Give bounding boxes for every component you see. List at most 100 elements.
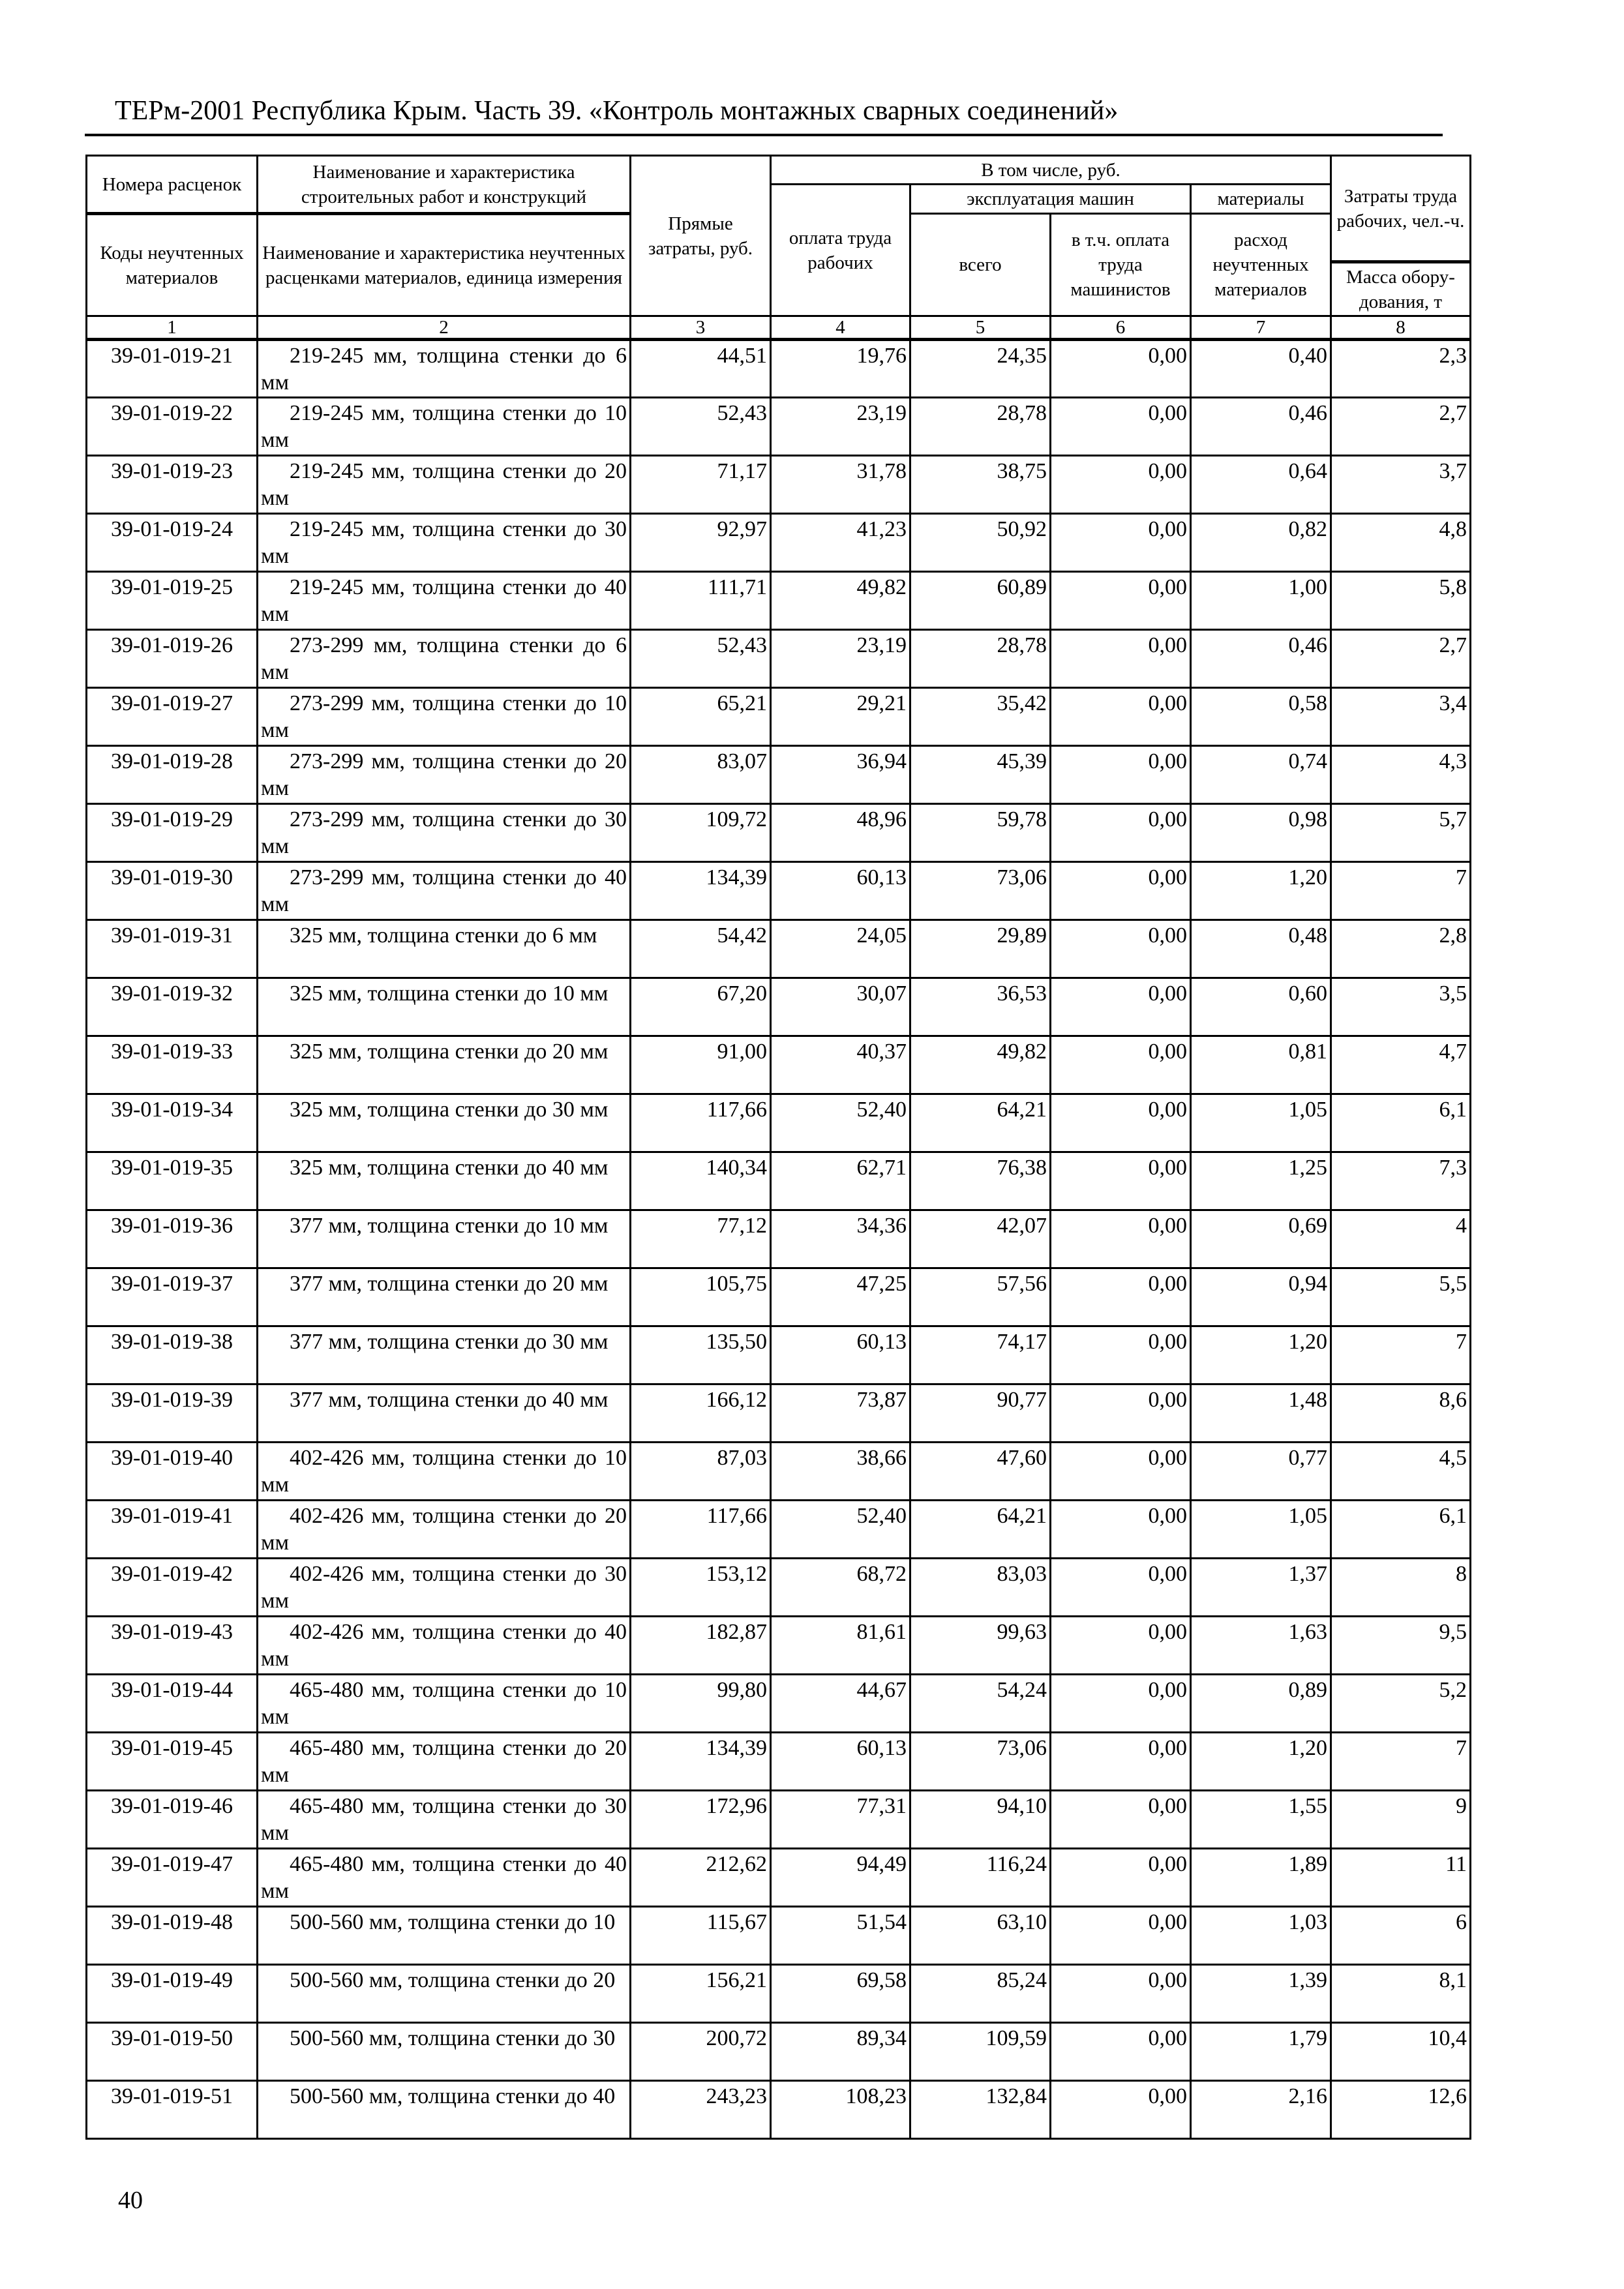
direct-costs-cell: 212,62: [629, 1848, 772, 1908]
header-material-codes: Коды неучтенных материалов: [85, 213, 258, 317]
worker-pay-cell: 69,58: [770, 1964, 911, 2024]
operator-pay-cell: 0,00: [1049, 1906, 1192, 1966]
worker-pay-cell: 41,23: [770, 513, 911, 573]
labor-costs-cell: 9,5: [1330, 1615, 1471, 1675]
worker-pay-cell: 23,19: [770, 396, 911, 456]
worker-pay-cell: 30,07: [770, 977, 911, 1037]
operator-pay-cell: 0,00: [1049, 919, 1192, 979]
column-number: 5: [909, 315, 1051, 341]
work-description-cell: 325 мм, толщина стенки до 10 мм: [256, 977, 631, 1037]
machines-total-cell: 64,21: [909, 1499, 1051, 1559]
direct-costs-cell: 111,71: [629, 571, 772, 631]
material-consumption-cell: 1,89: [1190, 1848, 1332, 1908]
operator-pay-cell: 0,00: [1049, 745, 1192, 805]
page-number: 40: [118, 2187, 143, 2214]
operator-pay-cell: 0,00: [1049, 629, 1192, 689]
labor-costs-cell: 4,5: [1330, 1441, 1471, 1501]
operator-pay-cell: 0,00: [1049, 1964, 1192, 2024]
header-machine-operation: эксплуатация машин: [909, 183, 1192, 215]
rate-code-cell: 39-01-019-45: [85, 1731, 258, 1791]
work-description-cell: 377 мм, толщина стенки до 10 мм: [256, 1209, 631, 1269]
rate-code-cell: 39-01-019-46: [85, 1789, 258, 1849]
machines-total-cell: 59,78: [909, 803, 1051, 863]
labor-costs-cell: 3,5: [1330, 977, 1471, 1037]
labor-costs-cell: 7: [1330, 861, 1471, 921]
worker-pay-cell: 52,40: [770, 1093, 911, 1153]
worker-pay-cell: 77,31: [770, 1789, 911, 1849]
labor-costs-cell: 11: [1330, 1848, 1471, 1908]
table-row: 39-01-019-26 273-299 мм, толщина стенки д…: [85, 629, 1471, 689]
table-row: 39-01-019-23 219-245 мм, толщина стенки д…: [85, 455, 1471, 515]
direct-costs-cell: 67,20: [629, 977, 772, 1037]
worker-pay-cell: 51,54: [770, 1906, 911, 1966]
direct-costs-cell: 135,50: [629, 1325, 772, 1385]
operator-pay-cell: 0,00: [1049, 338, 1192, 398]
worker-pay-cell: 40,37: [770, 1035, 911, 1095]
operator-pay-cell: 0,00: [1049, 1848, 1192, 1908]
operator-pay-cell: 0,00: [1049, 1383, 1192, 1443]
direct-costs-cell: 117,66: [629, 1093, 772, 1153]
table-row: 39-01-019-28 273-299 мм, толщина стенки д…: [85, 745, 1471, 805]
material-consumption-cell: 1,05: [1190, 1499, 1332, 1559]
table-row: 39-01-019-45 465-480 мм, толщина стенки д…: [85, 1731, 1471, 1791]
work-description-cell: 325 мм, толщина стенки до 30 мм: [256, 1093, 631, 1153]
machines-total-cell: 54,24: [909, 1673, 1051, 1733]
material-consumption-cell: 2,16: [1190, 2080, 1332, 2140]
direct-costs-cell: 99,80: [629, 1673, 772, 1733]
operator-pay-cell: 0,00: [1049, 1557, 1192, 1617]
work-description-cell: 465-480 мм, толщина стенки до 30 мм: [256, 1789, 631, 1849]
operator-pay-cell: 0,00: [1049, 687, 1192, 747]
direct-costs-cell: 200,72: [629, 2022, 772, 2082]
direct-costs-cell: 52,43: [629, 396, 772, 456]
rate-code-cell: 39-01-019-35: [85, 1151, 258, 1211]
column-number: 1: [85, 315, 258, 341]
machines-total-cell: 63,10: [909, 1906, 1051, 1966]
rate-code-cell: 39-01-019-30: [85, 861, 258, 921]
machines-total-cell: 73,06: [909, 861, 1051, 921]
worker-pay-cell: 44,67: [770, 1673, 911, 1733]
worker-pay-cell: 19,76: [770, 338, 911, 398]
work-description-cell: 219-245 мм, толщина стенки до 6 мм: [256, 338, 631, 398]
labor-costs-cell: 7: [1330, 1731, 1471, 1791]
table-row: 39-01-019-30 273-299 мм, толщина стенки д…: [85, 861, 1471, 921]
rate-code-cell: 39-01-019-42: [85, 1557, 258, 1617]
material-consumption-cell: 1,48: [1190, 1383, 1332, 1443]
rate-code-cell: 39-01-019-41: [85, 1499, 258, 1559]
rate-code-cell: 39-01-019-38: [85, 1325, 258, 1385]
column-number: 2: [256, 315, 631, 341]
operator-pay-cell: 0,00: [1049, 1499, 1192, 1559]
direct-costs-cell: 134,39: [629, 861, 772, 921]
table-row: 39-01-019-38 377 мм, толщина стенки до 30…: [85, 1325, 1471, 1385]
material-consumption-cell: 1,00: [1190, 571, 1332, 631]
material-consumption-cell: 1,63: [1190, 1615, 1332, 1675]
machines-total-cell: 50,92: [909, 513, 1051, 573]
labor-costs-cell: 7,3: [1330, 1151, 1471, 1211]
material-consumption-cell: 0,60: [1190, 977, 1332, 1037]
direct-costs-cell: 87,03: [629, 1441, 772, 1501]
machines-total-cell: 64,21: [909, 1093, 1051, 1153]
machines-total-cell: 90,77: [909, 1383, 1051, 1443]
table-row: 39-01-019-39 377 мм, толщина стенки до 40…: [85, 1383, 1471, 1443]
material-consumption-cell: 1,37: [1190, 1557, 1332, 1617]
worker-pay-cell: 49,82: [770, 571, 911, 631]
machines-total-cell: 99,63: [909, 1615, 1051, 1675]
header-rate-numbers: Номера расценок: [85, 155, 258, 215]
operator-pay-cell: 0,00: [1049, 571, 1192, 631]
material-consumption-cell: 0,82: [1190, 513, 1332, 573]
operator-pay-cell: 0,00: [1049, 1151, 1192, 1211]
table-row: 39-01-019-22 219-245 мм, толщина стенки д…: [85, 396, 1471, 456]
material-consumption-cell: 0,46: [1190, 396, 1332, 456]
direct-costs-cell: 243,23: [629, 2080, 772, 2140]
machines-total-cell: 57,56: [909, 1267, 1051, 1327]
labor-costs-cell: 4,3: [1330, 745, 1471, 805]
work-description-cell: 273-299 мм, толщина стенки до 30 мм: [256, 803, 631, 863]
table-row: 39-01-019-34 325 мм, толщина стенки до 30…: [85, 1093, 1471, 1153]
labor-costs-cell: 2,8: [1330, 919, 1471, 979]
material-consumption-cell: 0,74: [1190, 745, 1332, 805]
work-description-cell: 402-426 мм, толщина стенки до 20 мм: [256, 1499, 631, 1559]
rate-code-cell: 39-01-019-32: [85, 977, 258, 1037]
material-consumption-cell: 0,81: [1190, 1035, 1332, 1095]
column-number: 6: [1049, 315, 1192, 341]
work-description-cell: 273-299 мм, толщина стенки до 6 мм: [256, 629, 631, 689]
header-equipment-mass: Масса обору-дования, т: [1330, 261, 1471, 317]
